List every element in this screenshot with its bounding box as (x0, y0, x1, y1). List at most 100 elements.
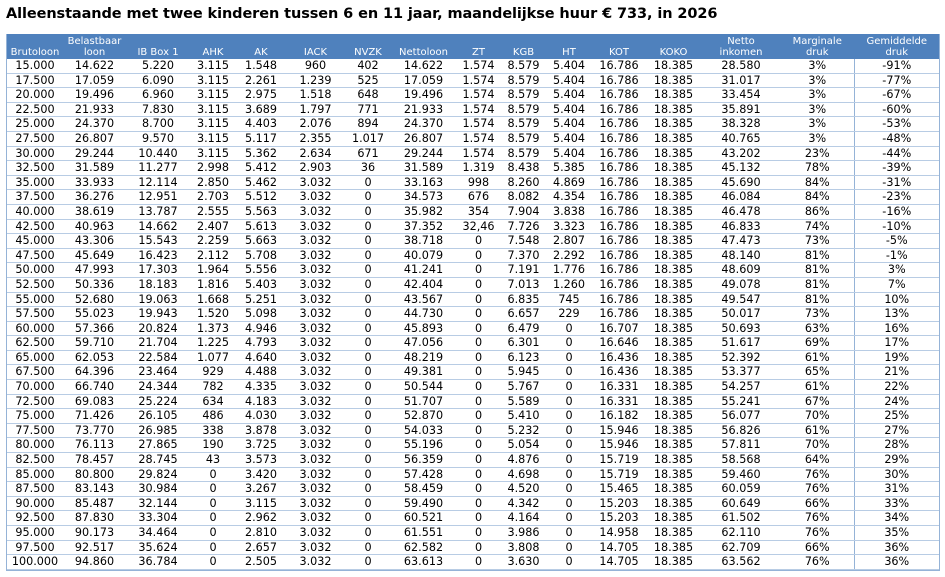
table-cell: 0 (456, 248, 501, 264)
table-cell: 0 (456, 364, 501, 381)
table-cell: 8.438 (501, 160, 546, 176)
table-cell: 15.946 (592, 423, 646, 439)
table-cell: 38.718 (391, 233, 456, 249)
table-cell: 2.962 (236, 510, 286, 526)
table-cell: 21.704 (126, 335, 190, 351)
table-cell: 3% (781, 87, 855, 103)
table-cell: 0 (456, 540, 501, 556)
table-cell: 25% (854, 408, 939, 424)
table-cell: 78% (781, 160, 855, 176)
table-cell: 0 (345, 423, 391, 439)
table-cell: 0 (546, 540, 592, 556)
table-cell: 2.555 (190, 204, 236, 220)
table-cell: 3.032 (286, 350, 345, 366)
table-cell: 37.500 (7, 189, 63, 205)
table-cell: 31.017 (701, 73, 781, 89)
table-cell: 3.032 (286, 467, 345, 483)
table-cell: 86% (781, 204, 855, 220)
table-cell: 16.423 (126, 248, 190, 264)
table-cell: 4.793 (236, 335, 286, 351)
table-cell: 42.404 (391, 277, 456, 293)
table-cell: 28.745 (126, 452, 190, 468)
table-cell: 4.354 (546, 189, 592, 205)
table-cell: 5.556 (236, 262, 286, 278)
table-cell: 37.352 (391, 219, 456, 235)
table-cell: 0 (456, 292, 501, 308)
column-header-label: inkomen (719, 47, 763, 58)
table-cell: 41.241 (391, 262, 456, 278)
table-cell: 3.630 (501, 554, 546, 570)
table-cell: 1.574 (456, 146, 501, 162)
column-header: Marginale druk (781, 34, 855, 59)
table-cell: 20.824 (126, 321, 190, 337)
table-cell: 354 (456, 204, 501, 220)
table-cell: 57.811 (701, 437, 781, 454)
table-cell: 0 (456, 321, 501, 337)
table-cell: 16.786 (592, 160, 646, 176)
table-cell: 6.960 (126, 87, 190, 103)
table-cell: 3.032 (286, 277, 345, 293)
table-cell: 40.079 (391, 248, 456, 264)
table-cell: 29.244 (63, 146, 126, 162)
table-cell: 3.115 (236, 496, 286, 512)
column-header-label: Netto (727, 36, 755, 47)
table-cell: 40.000 (7, 204, 63, 220)
table-cell: 5.410 (501, 408, 546, 424)
table-cell: 16.786 (592, 73, 646, 89)
table-cell: 21% (854, 364, 939, 381)
table-cell: 57.428 (391, 467, 456, 483)
column-header-label: Marginale (792, 36, 842, 47)
column-header-label: AHK (202, 47, 224, 58)
table-cell: 18.385 (646, 364, 701, 381)
table-cell: 22.584 (126, 350, 190, 366)
column-header: KOKO (646, 34, 701, 59)
table-cell: 3.115 (190, 102, 236, 118)
table-cell: 0 (456, 452, 501, 468)
table-cell: 18.385 (646, 394, 701, 410)
table-cell: 4.520 (501, 481, 546, 497)
table-cell: 18.385 (646, 379, 701, 395)
table-cell: 48.140 (701, 248, 781, 264)
table-cell: 0 (345, 277, 391, 293)
table-cell: 4.030 (236, 408, 286, 424)
column-header-label: HT (562, 47, 576, 58)
table-cell: 64% (781, 452, 855, 468)
table-cell: 0 (345, 525, 391, 541)
table-cell: -5% (854, 233, 939, 249)
table-cell: 6.835 (501, 292, 546, 308)
table-row: 77.500 73.770 26.985 338 3.878 3.032 0 54.033 0 5… (7, 423, 939, 439)
table-row: 30.000 29.244 10.440 3.115 5.362 2.634 671 29.2… (7, 146, 939, 162)
table-cell: 76% (781, 525, 855, 541)
table-row: 50.000 47.993 17.303 1.964 5.556 3.032 0 41.241… (7, 262, 939, 278)
table-row: 20.000 19.496 6.960 3.115 2.975 1.518 648 19.49… (7, 87, 939, 103)
table-cell: 16.786 (592, 189, 646, 205)
table-cell: 50.544 (391, 379, 456, 395)
column-header: KGB (501, 34, 546, 59)
table-cell: 2.998 (190, 160, 236, 176)
table-cell: 7.726 (501, 219, 546, 235)
table-cell: 69.083 (63, 394, 126, 410)
table-cell: 7.191 (501, 262, 546, 278)
table-cell: 6.657 (501, 306, 546, 322)
table-cell: 3.032 (286, 233, 345, 249)
table-cell: 81% (781, 292, 855, 308)
table-cell: 0 (345, 335, 391, 351)
table-cell: 3.032 (286, 525, 345, 541)
table-cell: 17.059 (391, 73, 456, 89)
column-header: Belastbaar loon (63, 34, 126, 59)
table-cell: 1.574 (456, 87, 501, 103)
table-cell: 14.622 (391, 59, 456, 74)
table-cell: 90.173 (63, 525, 126, 541)
table-cell: 61.551 (391, 525, 456, 541)
table-cell: 676 (456, 189, 501, 205)
column-header: HT (546, 34, 592, 59)
table-cell: 1.574 (456, 59, 501, 74)
table-cell: 57.366 (63, 321, 126, 337)
table-cell: 16% (854, 321, 939, 337)
table-cell: 61% (781, 350, 855, 366)
table-cell: 486 (190, 408, 236, 424)
table-row: 55.000 52.680 19.063 1.668 5.251 3.032 0 43.567… (7, 292, 939, 308)
table-cell: 60.521 (391, 510, 456, 526)
table-cell: 5.098 (236, 306, 286, 322)
table-cell: 5.362 (236, 146, 286, 162)
